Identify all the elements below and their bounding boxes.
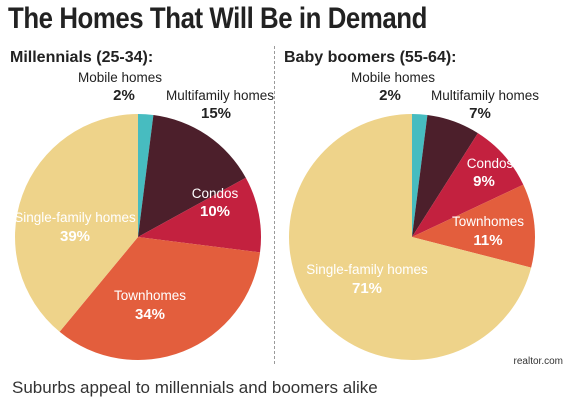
millennials-multifamily-homes-percent: 15% (201, 105, 231, 122)
boomers-condos-label: Condos (467, 156, 514, 171)
millennials-condos-percent: 10% (200, 203, 230, 220)
millennials-slice-single-family-homes (15, 114, 138, 332)
millennials-slice-townhomes (59, 237, 261, 360)
image-caption: Suburbs appeal to millennials and boomer… (12, 378, 378, 397)
millennials-slice-multifamily-homes (138, 114, 246, 237)
infographic-card: The Homes That Will Be in Demand Mobile … (8, 2, 563, 367)
millennials-single-family-homes-percent: 39% (60, 228, 90, 245)
boomers-condos-percent: 9% (473, 173, 495, 190)
millennials-condos-label: Condos (192, 186, 239, 201)
boomers-single-family-homes-label: Single-family homes (306, 262, 428, 277)
millennials-mobile-homes-percent: 2% (113, 87, 135, 104)
boomers-slice-condos (412, 133, 524, 237)
millennials-townhomes-label: Townhomes (114, 288, 186, 303)
millennials-pie-title: Millennials (25-34): (10, 49, 153, 66)
boomers-mobile-homes-percent: 2% (379, 87, 401, 104)
millennials-slice-mobile-homes (138, 114, 154, 237)
boomers-slice-mobile-homes (412, 114, 428, 237)
boomers-pie: Mobile homes 2% Multifamily homes 7% Condos 9… (289, 70, 539, 360)
boomers-townhomes-label: Townhomes (452, 214, 524, 229)
pie-divider (274, 46, 275, 364)
millennials-multifamily-homes-label: Multifamily homes (166, 88, 274, 103)
millennials-slice-condos (138, 177, 262, 253)
pie-charts: Mobile homes 2% Multifamily homes 15% Condos… (10, 49, 563, 367)
boomers-slice-multifamily-homes (412, 114, 478, 237)
boomers-slice-single-family-homes (289, 114, 532, 360)
millennials-single-family-homes-label: Single-family homes (14, 210, 136, 225)
boomers-pie-title: Baby boomers (55-64): (284, 49, 457, 66)
boomers-multifamily-homes-label: Multifamily homes (431, 88, 539, 103)
boomers-multifamily-homes-percent: 7% (469, 105, 491, 122)
boomers-single-family-homes-percent: 71% (352, 280, 382, 297)
millennials-pie: Mobile homes 2% Multifamily homes 15% Condos… (14, 70, 274, 360)
source-credit: realtor.com (514, 356, 563, 367)
millennials-townhomes-percent: 34% (135, 306, 165, 323)
boomers-townhomes-percent: 11% (473, 232, 502, 249)
infographic-title: The Homes That Will Be in Demand (8, 2, 427, 35)
millennials-mobile-homes-label: Mobile homes (78, 70, 162, 85)
boomers-mobile-homes-label: Mobile homes (351, 70, 435, 85)
boomers-slice-townhomes (412, 184, 536, 268)
